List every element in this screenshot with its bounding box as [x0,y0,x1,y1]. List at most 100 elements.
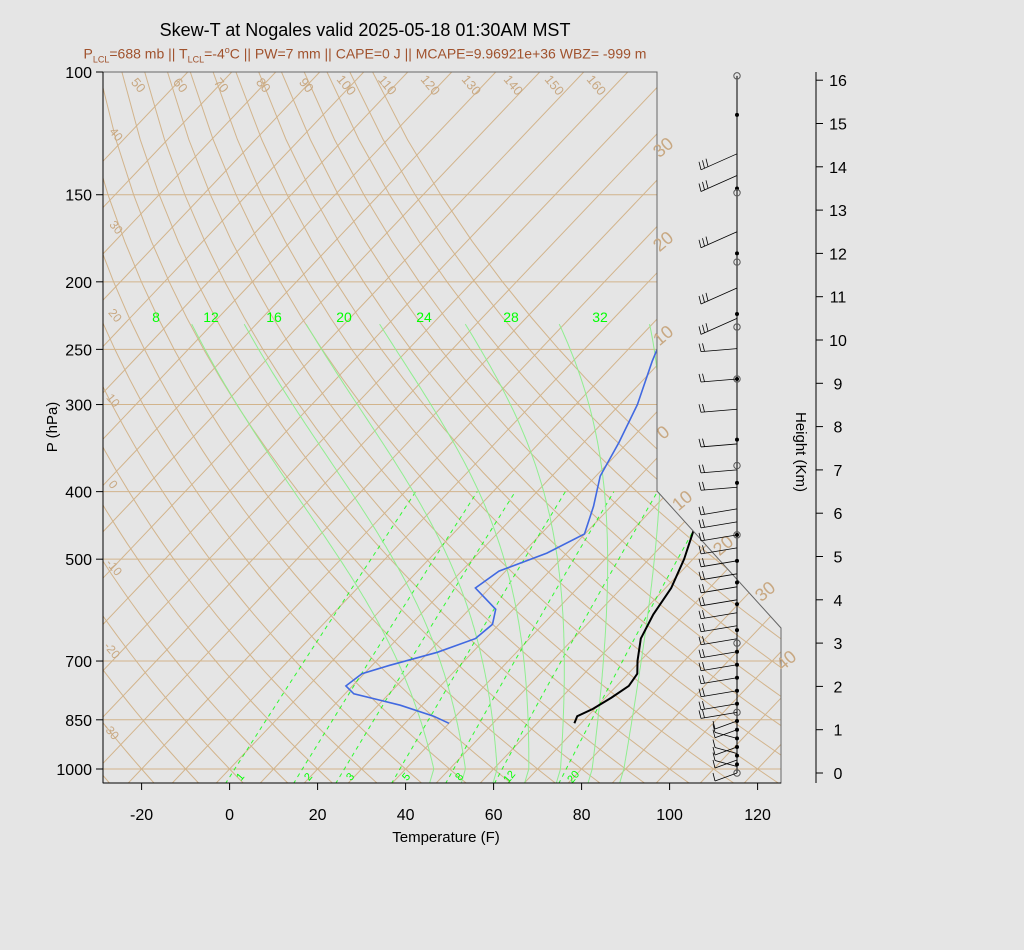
isotherm-line [743,72,781,783]
isotherm-label-top: 60 [170,75,191,96]
wind-barb [698,519,738,529]
wind-level-circle [733,639,741,647]
isotherm-line [171,72,781,783]
x-axis-title: Temperature (F) [392,829,500,846]
x-tick-label: 20 [309,807,327,824]
isotherm-label-right: 30 [751,577,779,605]
isotherm-line [103,72,497,783]
wind-barb [698,317,738,335]
wind-level-circle [733,189,741,197]
isotherm-label-top: 150 [542,72,567,98]
mixing-ratio-line [444,491,615,783]
wind-level-circle [733,531,741,539]
wind-level-circle [733,708,741,717]
wind-barb [698,558,738,568]
height-tick-label: 15 [829,117,847,134]
moist-adiabat-line [305,323,498,783]
dry-adiabat-line [212,72,781,783]
wind-level-dot [735,437,739,442]
background-grid [103,72,1024,784]
isotherm-label-top: 130 [459,72,484,98]
wind-barb [698,373,738,383]
dry-adiabat-line [121,72,646,783]
wind-barb [712,729,738,739]
isotherm-line [567,72,781,783]
wind-barb [698,688,738,698]
wind-barb [712,720,738,730]
height-tick-label: 9 [834,376,843,393]
wind-barb [698,675,738,685]
wind-level-dot [735,762,739,767]
mixing-ratio-line [335,491,516,783]
wind-level-dot [735,480,739,485]
plcl-label: P [83,45,93,62]
dry-adiabat-line [103,72,200,783]
isotherm-line [303,72,781,783]
pressure-tick-label: 850 [65,713,92,730]
isotherm-label-right: 0 [653,422,674,444]
isotherm-line [523,72,781,783]
pressure-tick-label: 400 [65,485,92,502]
moist-adiabat-line [379,323,530,783]
x-tick-label: 120 [744,807,771,824]
mixing-ratio-line [390,491,566,783]
wind-barb [698,403,738,413]
wind-barb [698,584,738,594]
pressure-tick-label: 250 [65,342,92,359]
moist-adiabat-line [243,323,466,783]
dry-adiabat-line [103,72,379,783]
isotherm-label-left: 20 [105,306,125,325]
isotherm-line [215,72,781,783]
wind-barb [698,623,738,633]
plcl-subscript: LCL [92,54,110,65]
mixing-ratio-line [493,491,658,783]
mixing-ratio-label: 3 [344,771,357,783]
wind-barb [698,231,738,249]
isotherm-label-right: 10 [668,486,696,514]
wind-level-circle [733,72,741,80]
isotherm-line [103,72,717,783]
x-tick-label: 80 [573,807,591,824]
isotherm-line [103,72,585,783]
dry-adiabat-line [189,72,780,783]
height-tick-label: 14 [829,160,847,177]
wind-level-dot [735,312,739,317]
moist-adiabat-label: 28 [503,309,519,325]
isotherm-line [103,72,277,783]
wind-level-circle [733,258,741,266]
chart-title: Skew-T at Nogales valid 2025-05-18 01:30… [159,20,571,40]
pressure-tick-label: 300 [65,398,92,415]
degree-superscript: o [224,45,230,55]
wind-barb [698,597,738,607]
x-tick-label: 60 [485,807,503,824]
height-tick-label: 7 [834,463,843,480]
wind-level-dot [735,112,739,117]
height-tick-label: 10 [829,333,847,350]
mixing-ratio-label: 2 [302,771,315,783]
wind-level-dot [735,602,739,607]
isotherm-line [103,72,189,783]
height-tick-label: 4 [834,593,843,610]
height-axis-title: Height (Km) [792,412,809,492]
dry-adiabat-line [103,72,156,783]
dewpoint-profile-line [344,72,781,725]
isotherm-line [103,72,761,783]
wind-barb [698,175,738,192]
pressure-tick-label: 1000 [56,762,92,779]
dry-adiabat-line [103,72,334,783]
wind-barb [698,438,738,448]
wind-barb [712,759,738,769]
tlcl-value: =-4 [204,45,225,62]
wind-barb [712,752,738,767]
isotherm-label-left: 40 [106,125,126,144]
y-axis-title: P (hPa) [44,402,61,453]
pressure-tick-label: 200 [65,275,92,292]
isotherm-label-right: 20 [649,227,677,255]
height-tick-label: 11 [830,290,847,307]
isotherm-line [788,72,1024,784]
axes: -20 0 20 40 60 80 100 1201001502002503004005007… [56,65,847,824]
isotherm-label-top: 70 [211,75,232,96]
isotherm-label-left: -20 [101,639,123,662]
isotherm-line [103,72,673,783]
